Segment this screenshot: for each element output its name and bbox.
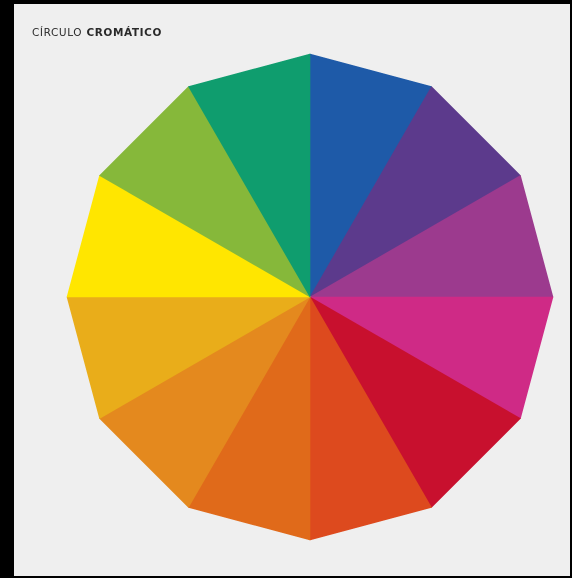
- title-light-word: CÍRCULO: [32, 27, 83, 39]
- color-wheel: [66, 53, 554, 541]
- page-title: CÍRCULO CROMÁTICO: [32, 27, 162, 39]
- wheel-segment-green: [188, 53, 311, 299]
- title-bold-word: CROMÁTICO: [86, 27, 163, 39]
- color-wheel-card: CÍRCULO CROMÁTICO: [14, 4, 570, 576]
